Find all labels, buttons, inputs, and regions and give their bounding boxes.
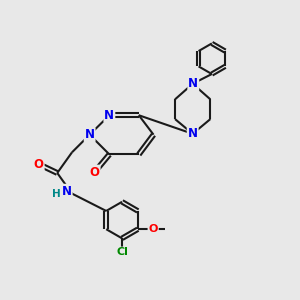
Text: O: O (148, 224, 158, 234)
Text: O: O (34, 158, 44, 171)
Text: H: H (52, 189, 61, 199)
Text: N: N (188, 77, 198, 90)
Text: Cl: Cl (116, 248, 128, 257)
Text: N: N (85, 128, 94, 141)
Text: N: N (188, 127, 198, 140)
Text: N: N (104, 109, 114, 122)
Text: N: N (62, 185, 72, 198)
Text: O: O (90, 166, 100, 178)
